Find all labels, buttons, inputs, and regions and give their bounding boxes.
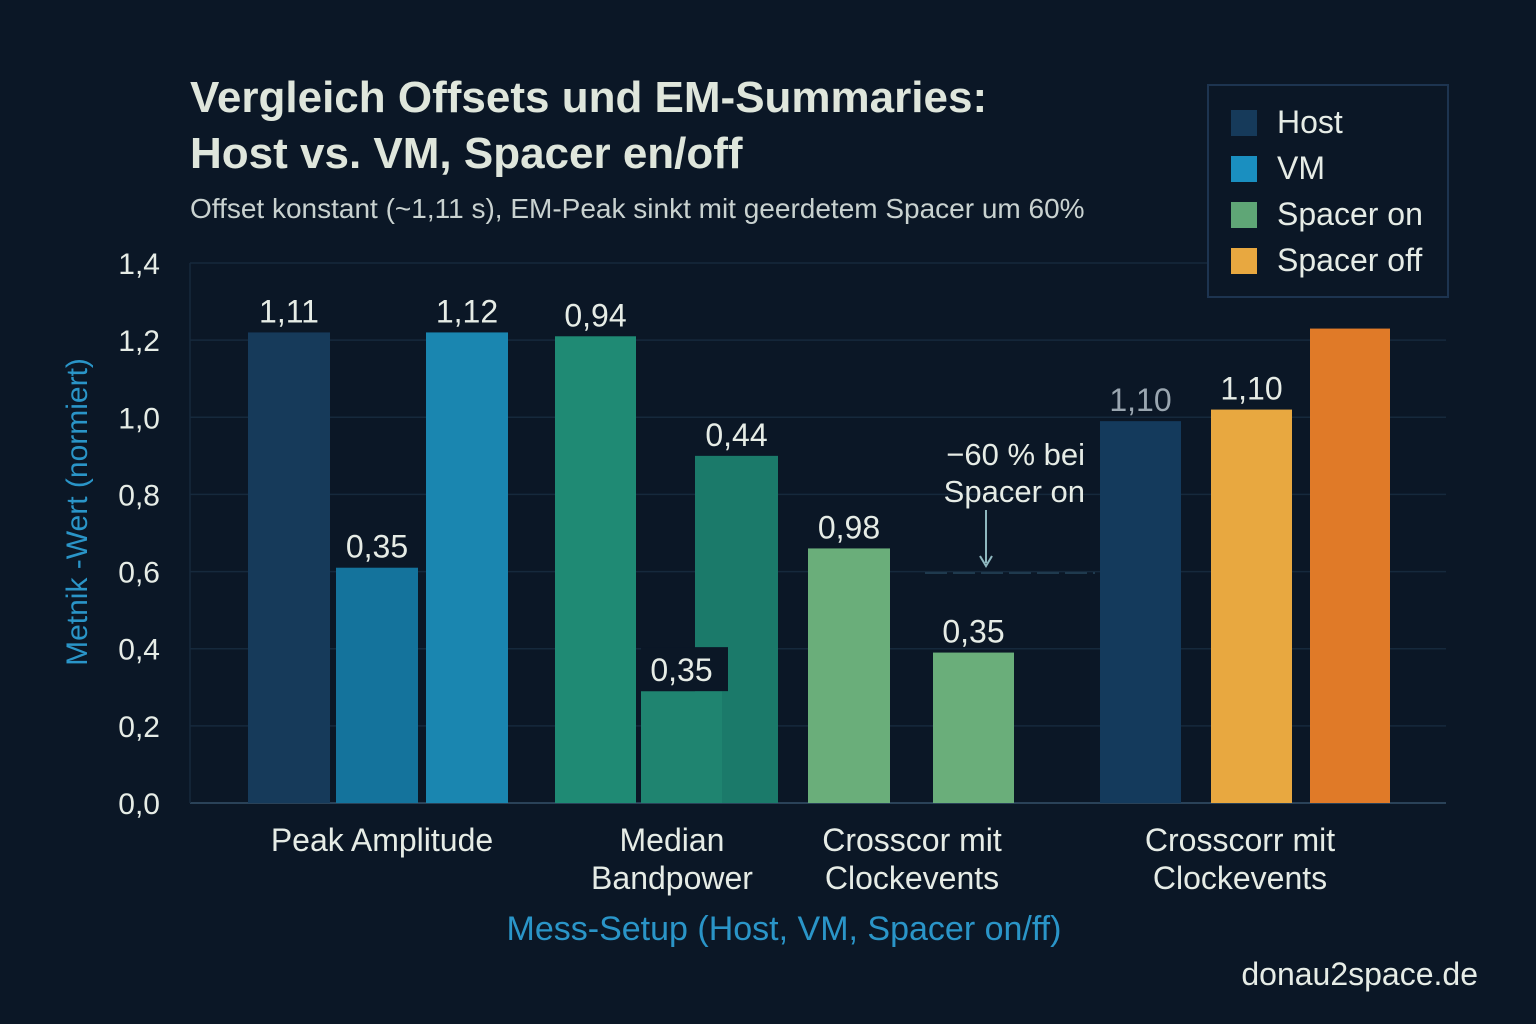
bar-value-label: 1,11	[259, 293, 319, 329]
legend-item-spacer-on: Spacer on	[1231, 196, 1423, 233]
legend-label: Host	[1277, 104, 1343, 140]
annotation: −60 % bei Spacer on	[925, 436, 1085, 510]
bar-spacer-on	[641, 691, 722, 803]
bar-value-label: 0,98	[818, 509, 880, 545]
legend-swatch	[1231, 201, 1257, 228]
footer-website: donau2space.de	[1241, 956, 1478, 992]
bar-value-label: 0,94	[564, 297, 626, 333]
legend-label: Spacer off	[1277, 242, 1423, 278]
x-category-label: Clockevents	[1153, 860, 1327, 896]
title-line-2: Host vs. VM, Spacer en/off	[190, 129, 743, 178]
chart-subtitle: Offset konstant (~1,11 s), EM-Peak sinkt…	[190, 193, 1085, 224]
y-tick-label: 1,4	[118, 248, 160, 281]
legend-label: VM	[1277, 150, 1325, 186]
bar-spacer-on	[808, 548, 890, 803]
y-tick-label: 1,0	[118, 402, 160, 435]
bar-value-label: 1,10	[1220, 371, 1282, 407]
x-category-label: Peak Amplitude	[271, 822, 493, 858]
legend-swatch	[1231, 109, 1257, 136]
legend-swatch	[1231, 247, 1257, 274]
bar-vm	[426, 332, 508, 803]
bar-host	[248, 332, 330, 803]
bar-value-label: 0,35	[942, 614, 1004, 650]
bar-vm	[336, 567, 418, 803]
legend-swatch	[1231, 155, 1257, 182]
bar-spacer-off	[1211, 409, 1292, 803]
y-tick-label: 0,4	[118, 634, 160, 667]
x-category-label: Crosscorr mit	[1145, 822, 1335, 858]
legend-item-vm: VM	[1231, 150, 1325, 187]
legend-item-host: Host	[1231, 104, 1343, 141]
bar-value-label: 1,12	[436, 293, 498, 329]
annotation-line-1: −60 % bei	[946, 437, 1085, 472]
bar-label-background	[641, 647, 728, 692]
x-category-label: Bandpower	[591, 860, 753, 896]
title-line-1: Vergleich Offsets und EM-Summaries:	[190, 73, 988, 122]
bar-spacer-off	[1310, 328, 1390, 803]
legend-label: Spacer on	[1277, 196, 1423, 232]
chart-title: Vergleich Offsets und EM-Summaries: Host…	[190, 70, 987, 182]
bar-value-label: 0,35	[346, 529, 408, 565]
legend-item-spacer-off: Spacer off	[1231, 242, 1422, 279]
bar-host	[1100, 421, 1181, 803]
arrow-head-icon	[979, 555, 993, 568]
bar-spacer-on	[555, 336, 636, 803]
x-category-label: Clockevents	[825, 860, 999, 896]
y-tick-label: 0,6	[118, 557, 160, 590]
y-tick-label: 0,2	[118, 711, 160, 744]
x-category-label: Crosscor mit	[822, 822, 1002, 858]
bar-value-label: 1,10	[1109, 382, 1171, 418]
x-category-label: Median	[620, 822, 725, 858]
annotation-line-2: Spacer on	[943, 474, 1085, 509]
bar-spacer-on	[933, 652, 1014, 803]
y-tick-label: 0,0	[118, 788, 160, 821]
y-tick-label: 1,2	[118, 325, 160, 358]
y-axis-label: Metnik -Wert (normiert)	[61, 358, 94, 666]
bar-value-label: 0,35	[650, 652, 712, 688]
x-axis-label: Mess-Setup (Host, VM, Spacer on/ff)	[506, 910, 1062, 948]
y-tick-label: 0,8	[118, 479, 160, 512]
bar-value-label: 0,44	[705, 417, 767, 453]
legend: Host VM Spacer on Spacer off	[1207, 84, 1449, 298]
